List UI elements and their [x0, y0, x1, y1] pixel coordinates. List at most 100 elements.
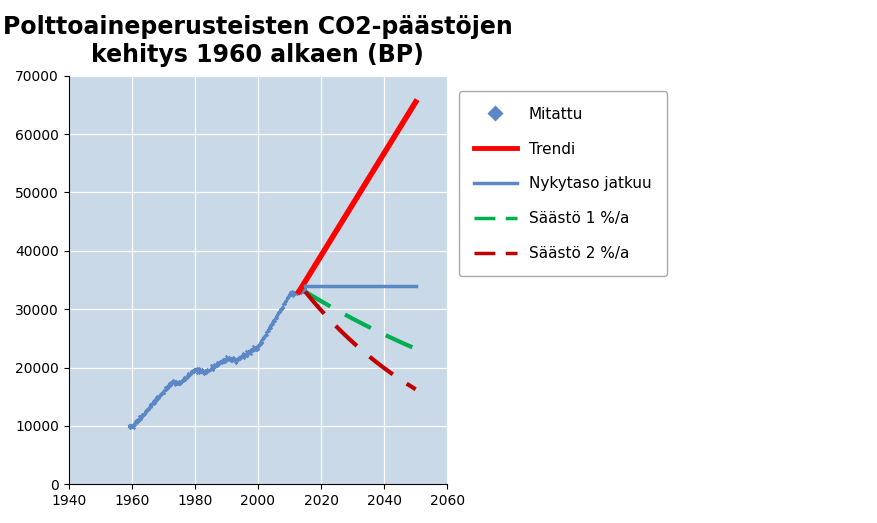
Point — [278, 297, 292, 305]
Point — [135, 411, 149, 419]
Point — [162, 380, 176, 389]
Point — [205, 362, 219, 371]
Point — [222, 354, 236, 362]
Point — [149, 394, 163, 402]
Point — [231, 354, 245, 362]
Point — [146, 399, 160, 407]
Point — [203, 366, 217, 374]
Point — [226, 355, 240, 363]
Point — [222, 355, 236, 363]
Point — [144, 400, 158, 408]
Point — [260, 326, 275, 335]
Point — [247, 345, 261, 353]
Point — [228, 358, 242, 367]
Point — [260, 331, 274, 339]
Point — [170, 379, 184, 388]
Point — [163, 379, 177, 387]
Point — [159, 386, 173, 394]
Point — [212, 358, 226, 367]
Point — [147, 399, 161, 407]
Point — [131, 415, 145, 423]
Point — [222, 353, 236, 361]
Point — [283, 288, 297, 297]
Point — [267, 315, 282, 323]
Point — [235, 351, 249, 359]
Point — [246, 344, 260, 353]
Point — [187, 367, 201, 375]
Point — [257, 332, 271, 340]
Point — [248, 344, 262, 353]
Point — [221, 354, 235, 362]
Point — [236, 351, 250, 360]
Point — [212, 358, 226, 366]
Point — [232, 354, 246, 362]
Point — [240, 349, 254, 357]
Point — [185, 366, 199, 374]
Point — [162, 379, 176, 387]
Point — [286, 288, 300, 297]
Point — [247, 345, 261, 353]
Point — [254, 335, 268, 343]
Point — [131, 416, 145, 424]
Point — [220, 356, 234, 365]
Point — [135, 413, 149, 421]
Point — [130, 418, 144, 427]
Point — [177, 376, 191, 384]
Point — [270, 314, 284, 323]
Point — [211, 359, 225, 368]
Point — [258, 332, 272, 340]
Point — [204, 365, 218, 373]
Point — [138, 411, 152, 419]
Point — [240, 351, 254, 360]
Point — [128, 419, 142, 427]
Point — [230, 356, 244, 364]
Point — [196, 367, 210, 375]
Point — [225, 356, 239, 364]
Point — [182, 373, 196, 382]
Point — [267, 317, 281, 325]
Point — [296, 284, 310, 292]
Point — [137, 410, 151, 418]
Point — [170, 380, 184, 389]
Point — [141, 405, 155, 413]
Point — [251, 344, 265, 353]
Point — [267, 317, 281, 325]
Point — [133, 413, 147, 421]
Point — [242, 347, 256, 355]
Point — [123, 421, 137, 429]
Point — [123, 424, 137, 433]
Point — [224, 355, 238, 363]
Point — [277, 297, 291, 305]
Point — [276, 299, 290, 308]
Point — [172, 378, 186, 386]
Point — [294, 287, 308, 295]
Point — [202, 366, 216, 374]
Point — [130, 419, 144, 427]
Point — [244, 345, 258, 353]
Point — [267, 316, 282, 325]
Point — [255, 338, 269, 346]
Point — [243, 348, 257, 357]
Point — [151, 392, 165, 401]
Point — [201, 366, 215, 374]
Point — [220, 354, 234, 362]
Point — [178, 373, 192, 381]
Point — [232, 353, 246, 361]
Point — [293, 285, 307, 293]
Point — [168, 377, 182, 385]
Point — [233, 353, 247, 361]
Point — [246, 345, 260, 353]
Point — [161, 383, 175, 392]
Point — [288, 289, 302, 297]
Title: Polttoaineperusteisten CO2-päästöjen
kehitys 1960 alkaen (BP): Polttoaineperusteisten CO2-päästöjen keh… — [3, 15, 512, 67]
Point — [294, 289, 308, 298]
Point — [125, 422, 139, 430]
Point — [255, 334, 269, 343]
Point — [226, 355, 240, 363]
Point — [264, 320, 278, 328]
Point — [181, 369, 195, 378]
Point — [245, 346, 259, 354]
Point — [281, 292, 295, 300]
Point — [275, 303, 289, 311]
Point — [169, 378, 183, 386]
